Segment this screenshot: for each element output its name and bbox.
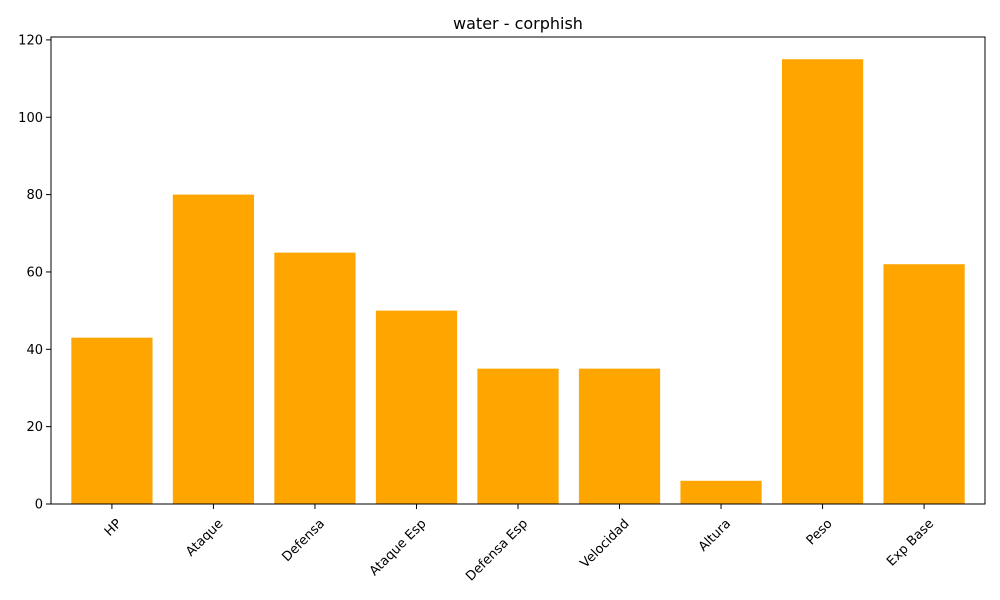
y-tick-label: 100 [18, 111, 43, 126]
bars-group [71, 59, 965, 505]
x-tick-label: Velocidad [578, 516, 633, 571]
y-tick-label: 120 [18, 33, 43, 48]
y-tick-label: 60 [26, 265, 43, 280]
plot-frame [50, 36, 986, 505]
x-tick-label: Ataque Esp [367, 516, 430, 579]
bar-ataque-esp [375, 310, 458, 504]
x-tick-label: Ataque [183, 516, 226, 559]
y-tick-label: 80 [26, 188, 43, 203]
x-tick-label: Defensa Esp [463, 516, 531, 584]
bar-hp [71, 337, 153, 504]
x-axis: HP Ataque Defensa Ataque Esp Defensa Esp Velo… [102, 504, 937, 584]
y-axis: 0 20 40 60 80 100 120 [18, 33, 51, 513]
x-tick-label: Peso [804, 516, 836, 548]
x-tick-label: HP [102, 516, 125, 539]
bar-altura [680, 480, 762, 504]
bar-exp-base [883, 264, 965, 504]
x-tick-label: Defensa [280, 516, 328, 564]
x-tick-label: Altura [696, 516, 734, 554]
bar-ataque [172, 194, 255, 505]
bar-velocidad [578, 368, 661, 504]
y-tick-label: 40 [26, 343, 43, 358]
y-tick-label: 0 [35, 498, 43, 513]
bar-defensa-esp [477, 368, 559, 504]
chart-title: water - corphish [453, 14, 583, 33]
y-tick-label: 20 [26, 420, 43, 435]
bar-peso [781, 59, 864, 504]
x-tick-label: Exp Base [884, 516, 937, 569]
bar-defensa [274, 252, 356, 504]
